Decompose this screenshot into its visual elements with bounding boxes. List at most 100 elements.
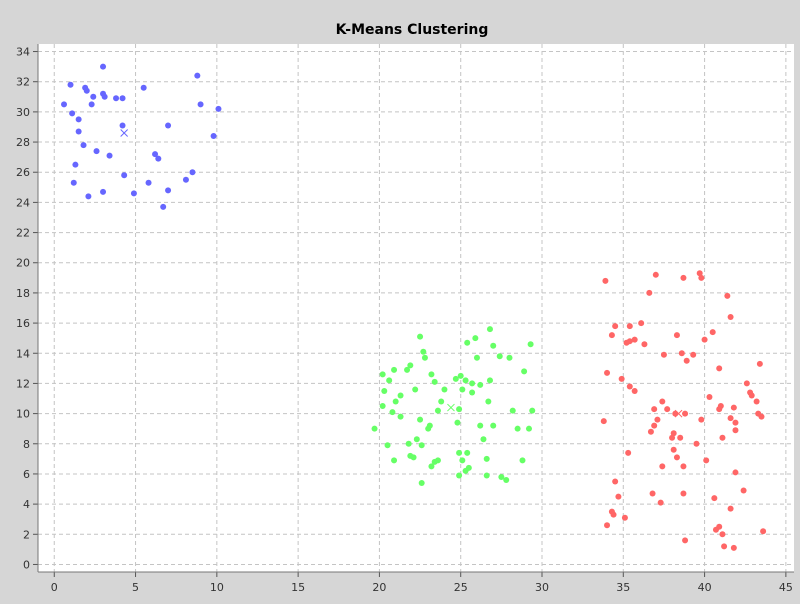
cluster-3-point (703, 457, 710, 464)
cluster-2-point (425, 425, 432, 432)
cluster-1-point (72, 161, 79, 168)
cluster-2-point (420, 348, 427, 355)
cluster-1-point (160, 203, 167, 210)
y-tick-label: 20 (16, 257, 30, 270)
centroids (120, 129, 683, 418)
cluster-1-point (215, 105, 222, 112)
cluster-3-point (608, 332, 615, 339)
cluster-1-point (121, 172, 128, 179)
cluster-2-point (459, 386, 466, 393)
cluster-3-point (683, 357, 690, 364)
x-tick-label: 40 (698, 581, 712, 594)
y-tick-label: 34 (16, 46, 30, 59)
cluster-2-point (379, 371, 386, 378)
cluster-3-point (660, 351, 667, 358)
cluster-1-point (90, 93, 97, 100)
cluster-3-point (615, 493, 622, 500)
cluster-3-point (693, 440, 700, 447)
cluster-2-point (405, 440, 412, 447)
cluster-3-point (669, 434, 676, 441)
cluster-2-point (462, 377, 469, 384)
cluster-1-point (83, 87, 90, 94)
cluster-1-point (88, 101, 95, 108)
cluster-2-point (371, 425, 378, 432)
y-tick-label: 0 (23, 558, 30, 571)
cluster-1-point (119, 122, 126, 129)
cluster-3-point (677, 434, 684, 441)
cluster-2-point (496, 353, 503, 360)
cluster-2-point (404, 366, 411, 373)
cluster-3-point (716, 406, 723, 413)
cluster-1-point (210, 133, 217, 140)
cluster-3-point (604, 369, 611, 376)
cluster-2-point (389, 409, 396, 416)
cluster-2-point (381, 387, 388, 394)
cluster-3-point (672, 410, 679, 417)
cluster-3-point (670, 430, 677, 437)
cluster-3-point (623, 339, 630, 346)
y-tick-label: 24 (16, 196, 30, 209)
cluster-2-point (391, 457, 398, 464)
cluster-1-point (100, 188, 107, 195)
cluster-1-point (70, 179, 77, 186)
cluster-3-point (680, 274, 687, 281)
cluster-1-point (85, 193, 92, 200)
data-points (61, 63, 767, 551)
cluster-2-point (407, 362, 414, 369)
cluster-3-point (654, 416, 661, 423)
cluster-2-point (480, 436, 487, 443)
cluster-1-point (130, 190, 137, 197)
y-tick-label: 4 (23, 498, 30, 511)
cluster-2-point (412, 386, 419, 393)
cluster-2-point (456, 406, 463, 413)
cluster-2-point (472, 335, 479, 342)
y-tick-label: 30 (16, 106, 30, 119)
cluster-3-point (716, 365, 723, 372)
cluster-3-point (621, 514, 628, 521)
cluster-3-point (696, 270, 703, 277)
cluster-1-point (100, 63, 107, 70)
y-tick-label: 12 (16, 377, 30, 390)
cluster-2-point (391, 366, 398, 373)
cluster-3-point (657, 499, 664, 506)
cluster-3-point (709, 329, 716, 336)
cluster-3-point (711, 495, 718, 502)
cluster-3-point (673, 454, 680, 461)
cluster-3-point (682, 410, 689, 417)
cluster-3-point (670, 446, 677, 453)
cluster-3-point (659, 463, 666, 470)
cluster-2-point (464, 339, 471, 346)
cluster-2-point (521, 368, 528, 375)
cluster-3-point (680, 463, 687, 470)
cluster-2-point (486, 326, 493, 333)
cluster-3-point (682, 537, 689, 544)
cluster-1-point (155, 155, 162, 162)
cluster-3-point (727, 415, 734, 422)
cluster-1-point (80, 142, 87, 149)
cluster-3-point (618, 375, 625, 382)
cluster-2-point (473, 354, 480, 361)
cluster-3-point (673, 332, 680, 339)
cluster-3-point (721, 543, 728, 550)
cluster-2-point (454, 419, 461, 426)
cluster-3-point (732, 419, 739, 426)
axes: 0 5 10 15 20 25 30 35 40 450246810121416182022242… (16, 44, 794, 594)
cluster-3-point (760, 528, 767, 535)
cluster-2-point (514, 425, 521, 432)
cluster-1-point (194, 72, 201, 79)
cluster-2-point (441, 386, 448, 393)
cluster-3-point (600, 418, 607, 425)
y-tick-label: 14 (16, 347, 30, 360)
cluster-3-point (680, 490, 687, 497)
cluster-2-point (421, 354, 428, 361)
cluster-2-point (418, 442, 425, 449)
cluster-2-point (392, 398, 399, 405)
cluster-3-point (712, 526, 719, 533)
cluster-1-point (69, 110, 76, 117)
cluster-3-point (651, 422, 658, 429)
y-tick-label: 32 (16, 76, 30, 89)
cluster-3-point (612, 478, 619, 485)
cluster-2-point (519, 457, 526, 464)
cluster-2-point (527, 341, 534, 348)
cluster-3-point (753, 398, 760, 405)
